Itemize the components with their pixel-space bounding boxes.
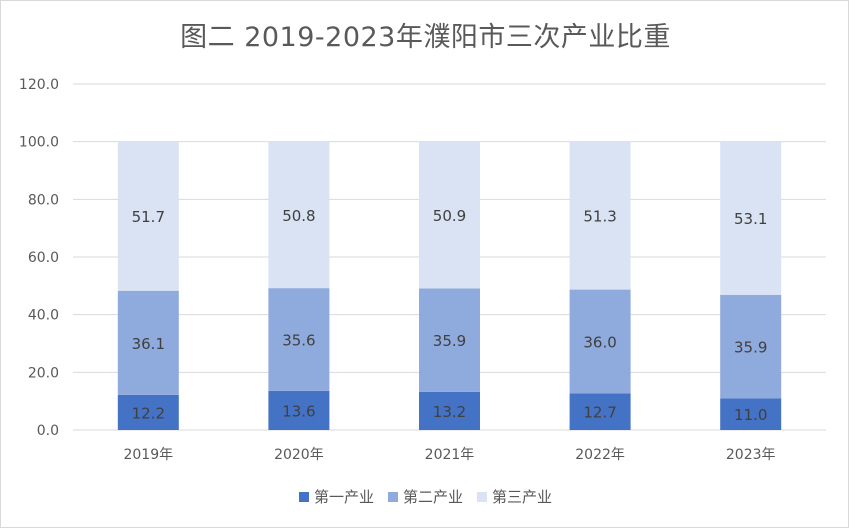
y-tick-label: 60.0 [28, 250, 59, 266]
legend-label: 第二产业 [402, 488, 463, 506]
data-label: 13.2 [433, 403, 466, 421]
bar-segment [419, 288, 480, 392]
y-tick-label: 20.0 [28, 365, 59, 381]
y-tick-label: 120.0 [19, 77, 59, 93]
x-tick-label: 2020年 [274, 447, 324, 463]
x-tick-label: 2019年 [123, 447, 173, 463]
bar-segment [569, 289, 631, 394]
bar-segment [117, 141, 179, 291]
legend: 第一产业 第二产业 第三产业 [1, 486, 849, 507]
chart-title: 图二 2019-2023年濮阳市三次产业比重 [180, 22, 671, 53]
data-label: 13.6 [282, 402, 315, 420]
legend-item: 第一产业 [298, 486, 374, 507]
legend-swatch [477, 491, 487, 502]
bar-segment [268, 288, 330, 391]
legend-swatch [298, 491, 309, 502]
legend-item: 第二产业 [387, 486, 463, 507]
data-label: 35.9 [734, 339, 767, 357]
data-label: 12.7 [583, 404, 616, 422]
bar-segment [720, 141, 782, 295]
y-tick-label: 80.0 [28, 192, 59, 208]
bar-segment [117, 394, 179, 430]
data-label: 36.1 [132, 335, 165, 353]
bar-segment [720, 294, 782, 399]
x-tick-label: 2022年 [575, 447, 625, 463]
bar-segment [268, 141, 330, 289]
data-label: 35.9 [433, 332, 466, 350]
data-label: 53.1 [734, 210, 767, 228]
bar-segment [569, 393, 631, 430]
data-label: 12.2 [132, 404, 165, 422]
data-label: 51.3 [583, 208, 616, 226]
y-tick-label: 0.0 [37, 423, 59, 439]
x-tick-label: 2023年 [726, 447, 776, 463]
bar-segment [419, 141, 480, 289]
data-label: 11.0 [734, 406, 767, 424]
data-label: 35.6 [282, 331, 315, 349]
bar-segment [268, 390, 330, 430]
data-label: 51.7 [132, 208, 165, 226]
bar-segment [569, 141, 631, 290]
y-tick-label: 40.0 [28, 308, 59, 324]
bar-segment [720, 398, 782, 430]
legend-label: 第三产业 [492, 488, 553, 506]
data-label: 36.0 [583, 333, 616, 351]
bar-segment [117, 290, 179, 395]
data-label: 50.9 [433, 207, 466, 225]
data-label: 50.8 [282, 207, 315, 225]
y-tick-label: 100.0 [19, 135, 59, 151]
bar-segment [419, 391, 480, 430]
legend-label: 第一产业 [313, 488, 374, 506]
x-tick-label: 2021年 [425, 447, 475, 463]
legend-item: 第三产业 [477, 486, 552, 507]
legend-swatch [387, 491, 398, 502]
